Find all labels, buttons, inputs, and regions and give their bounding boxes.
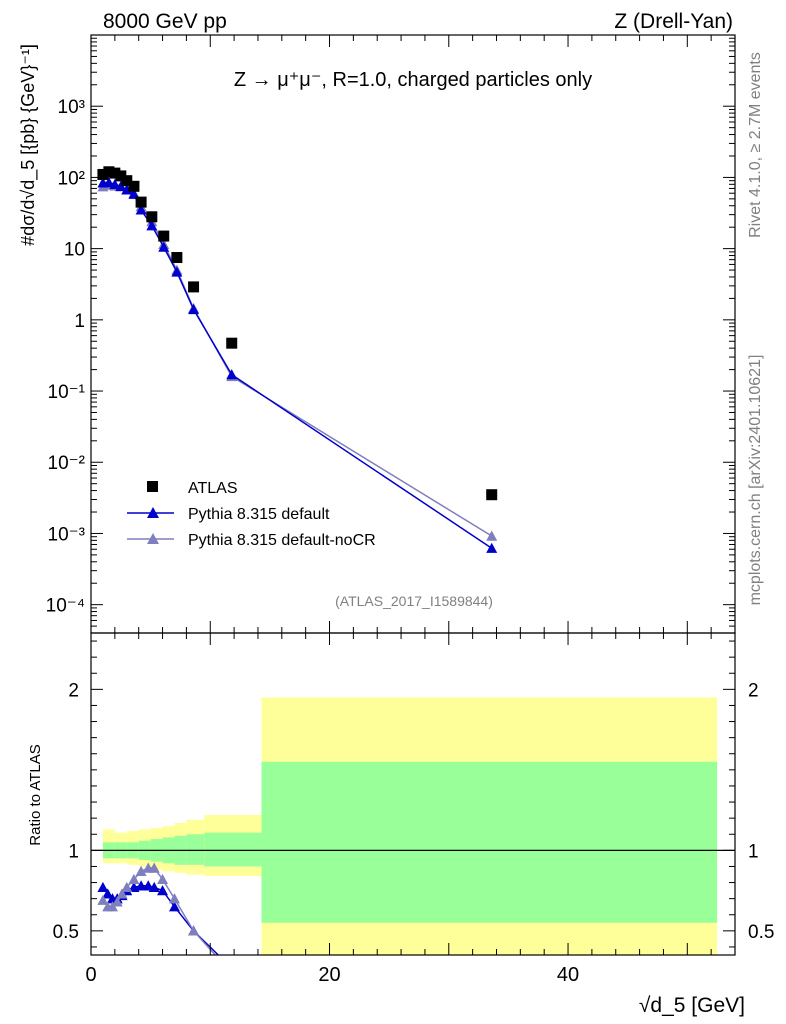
- data-point: [109, 167, 121, 179]
- ratio-point: [102, 888, 114, 899]
- ratio-y-axis-label: Ratio to ATLAS: [27, 744, 44, 845]
- mc-point: [115, 180, 127, 191]
- main-y-tick-label: 1: [74, 311, 85, 332]
- ratio-point: [223, 959, 234, 969]
- stat-uncertainty-band: [204, 832, 262, 867]
- main-y-tick-label: 10⁻³: [48, 524, 86, 545]
- mc-point: [135, 204, 147, 215]
- mc-point: [188, 303, 200, 315]
- ratio-y-tick-label-left: 2: [68, 680, 79, 701]
- ratio-point: [111, 896, 123, 907]
- legend-marker-atlas: [147, 481, 158, 492]
- ratio-point: [135, 880, 147, 891]
- x-axis-label: √d_5 [GeV]: [639, 994, 745, 1017]
- legend-label-default: Pythia 8.315 default: [188, 506, 330, 523]
- data-point: [146, 211, 158, 223]
- legend-label-nocr: Pythia 8.315 default-noCR: [188, 532, 376, 549]
- ratio-frame: [90, 632, 736, 956]
- stat-uncertainty-band: [186, 834, 205, 865]
- main-y-tick-label: 10: [64, 240, 85, 261]
- ratio-point: [97, 894, 109, 905]
- mc-point: [486, 542, 498, 553]
- ratio-point: [128, 873, 140, 885]
- data-point: [486, 489, 498, 501]
- rivet-label: Rivet 4.1.0, ≥ 2.7M events: [747, 52, 764, 238]
- main-series: [97, 166, 498, 553]
- ratio-y-tick-label-right: 0.5: [748, 922, 774, 943]
- ratio-point: [148, 881, 160, 893]
- mc-point: [226, 369, 238, 380]
- data-point: [171, 252, 183, 264]
- mcplots-label: mcplots.cern.ch [arXiv:2401.10621]: [747, 355, 764, 606]
- ratio-series-nocr: [97, 862, 234, 974]
- ratio-series-default: [97, 880, 234, 969]
- ratio-y-tick-label-left: 1: [68, 841, 79, 862]
- analysis-tag: (ATLAS_2017_I1589844): [335, 593, 493, 609]
- data-point: [188, 281, 200, 293]
- ratio-point: [168, 901, 180, 912]
- ratio-point: [157, 885, 169, 896]
- main-y-tick-label: 10⁻⁴: [46, 596, 85, 617]
- data-point: [121, 175, 133, 187]
- ratio-point: [97, 881, 109, 893]
- ratio-y-tick-label-left: 0.5: [53, 922, 79, 943]
- x-tick-label: 40: [557, 964, 579, 986]
- x-tick-label: 20: [318, 964, 340, 986]
- mc-point: [158, 241, 170, 252]
- mc-point: [103, 176, 115, 188]
- ratio-y-tick-label-right: 1: [748, 841, 759, 862]
- ratio-series: [97, 862, 234, 974]
- ratio-point: [121, 881, 133, 893]
- mc-point: [486, 530, 498, 541]
- legend-marker-nocr: [147, 533, 159, 544]
- mc-point: [171, 266, 183, 277]
- x-tick-label: 0: [85, 964, 96, 986]
- mc-point: [121, 184, 133, 195]
- ratio-uncertainty-bands: [91, 697, 735, 955]
- mc-point: [128, 188, 140, 199]
- ratio-point: [168, 893, 180, 904]
- data-point: [226, 337, 238, 349]
- legend-marker-default: [147, 507, 159, 518]
- ratio-point: [135, 865, 147, 876]
- main-y-tick-label: 10⁻²: [48, 453, 86, 474]
- ratio-point: [148, 862, 160, 873]
- process-label: Z (Drell-Yan): [614, 10, 733, 33]
- ratio-y-tick-label-right: 2: [748, 680, 759, 701]
- legend-label-atlas: ATLAS: [188, 480, 238, 497]
- axes: [90, 34, 736, 956]
- mc-point: [146, 220, 158, 231]
- mc-point: [109, 178, 121, 189]
- stat-uncertainty-band: [261, 761, 718, 923]
- ratio-point: [223, 964, 234, 974]
- ratio-point: [188, 925, 200, 936]
- data-point: [103, 166, 115, 178]
- energy-label: 8000 GeV pp: [103, 10, 227, 33]
- data-point: [158, 230, 170, 242]
- legend: ATLAS Pythia 8.315 default Pythia 8.315 …: [127, 480, 376, 549]
- main-y-tick-label: 10⁻¹: [48, 382, 86, 403]
- data-point: [115, 170, 127, 182]
- main-y-axis-label: #dσ/d√d_5 [{pb} {GeV}⁻¹]: [18, 44, 39, 246]
- data-point: [135, 196, 147, 208]
- ratio-point: [116, 888, 128, 899]
- plot-title: Z → μ⁺μ⁻, R=1.0, charged particles only: [234, 69, 592, 91]
- main-y-tick-label: 10²: [58, 168, 85, 189]
- data-point: [128, 180, 140, 192]
- data-point: [97, 168, 109, 180]
- main-y-tick-label: 10³: [58, 97, 85, 118]
- ratio-point: [157, 873, 169, 885]
